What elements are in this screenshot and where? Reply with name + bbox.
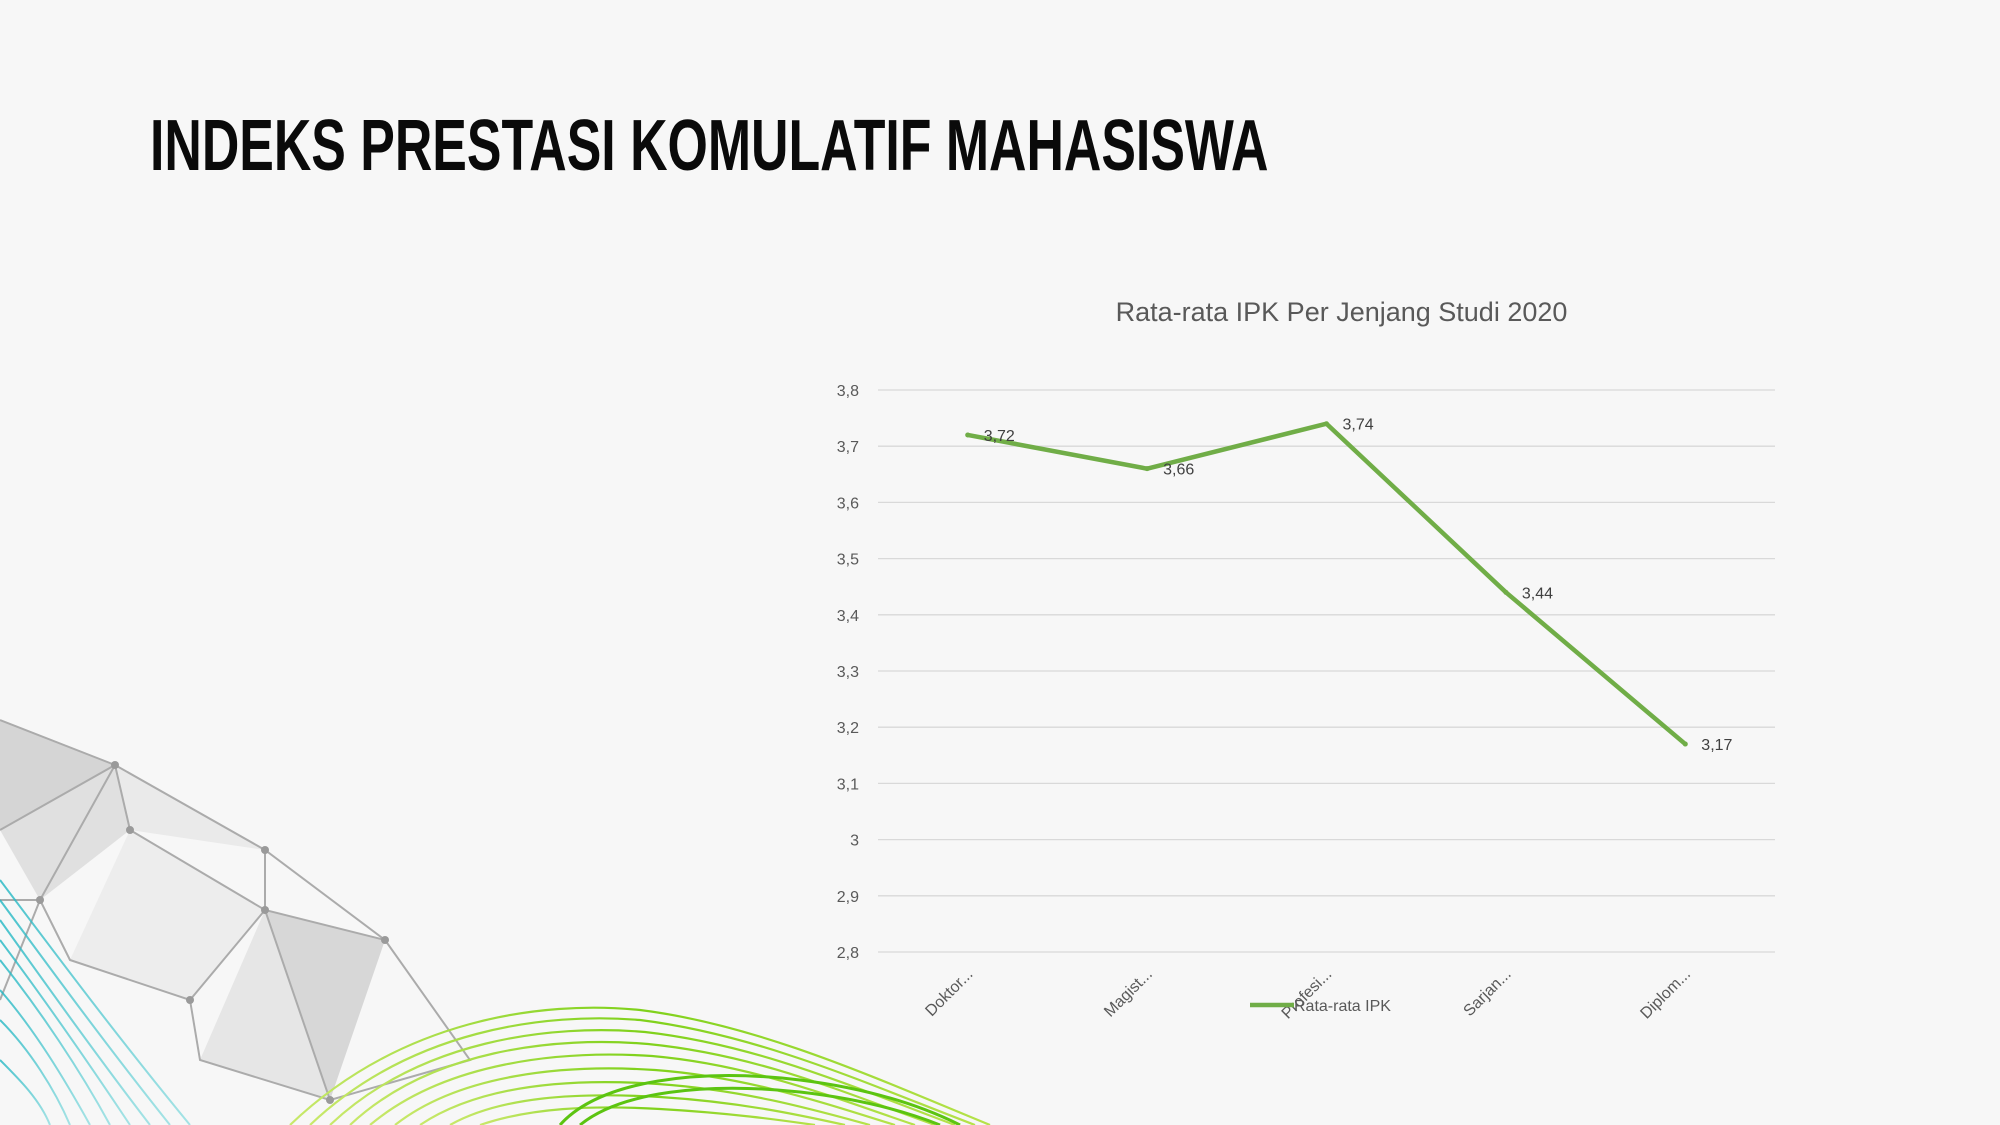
page-title: INDEKS PRESTASI KOMULATIF MAHASISWA: [150, 106, 1269, 186]
data-label: 3,44: [1522, 585, 1553, 602]
data-point: [965, 432, 971, 438]
x-tick-label: Sarjan...: [1461, 966, 1515, 1020]
y-tick-label: 2,8: [837, 945, 859, 962]
y-tick-label: 3,7: [837, 439, 859, 456]
data-point: [1144, 466, 1150, 472]
x-tick-label: Magist...: [1101, 966, 1156, 1021]
y-tick-label: 2,9: [837, 889, 859, 906]
data-point: [1503, 589, 1509, 595]
y-tick-label: 3,4: [837, 608, 859, 625]
chart-title: Rata-rata IPK Per Jenjang Studi 2020: [1116, 297, 1568, 327]
y-tick-label: 3,2: [837, 720, 859, 737]
y-tick-label: 3,8: [837, 383, 859, 400]
data-label: 3,17: [1701, 737, 1732, 754]
series-line: [965, 421, 1688, 747]
data-point: [1324, 421, 1329, 427]
data-point: [1682, 741, 1688, 747]
y-tick-label: 3: [850, 833, 859, 850]
legend-label: Rata-rata IPK: [1294, 998, 1391, 1015]
y-tick-label: 3,6: [837, 495, 859, 512]
data-label: 3,66: [1163, 462, 1194, 479]
y-tick-label: 3,1: [837, 776, 859, 793]
y-tick-label: 3,3: [837, 664, 859, 681]
x-tick-label: Diplom...: [1637, 966, 1694, 1023]
data-label: 3,74: [1343, 417, 1374, 434]
x-tick-label: Doktor...: [922, 966, 976, 1020]
y-tick-label: 3,5: [837, 552, 859, 569]
data-label: 3,72: [984, 428, 1015, 445]
